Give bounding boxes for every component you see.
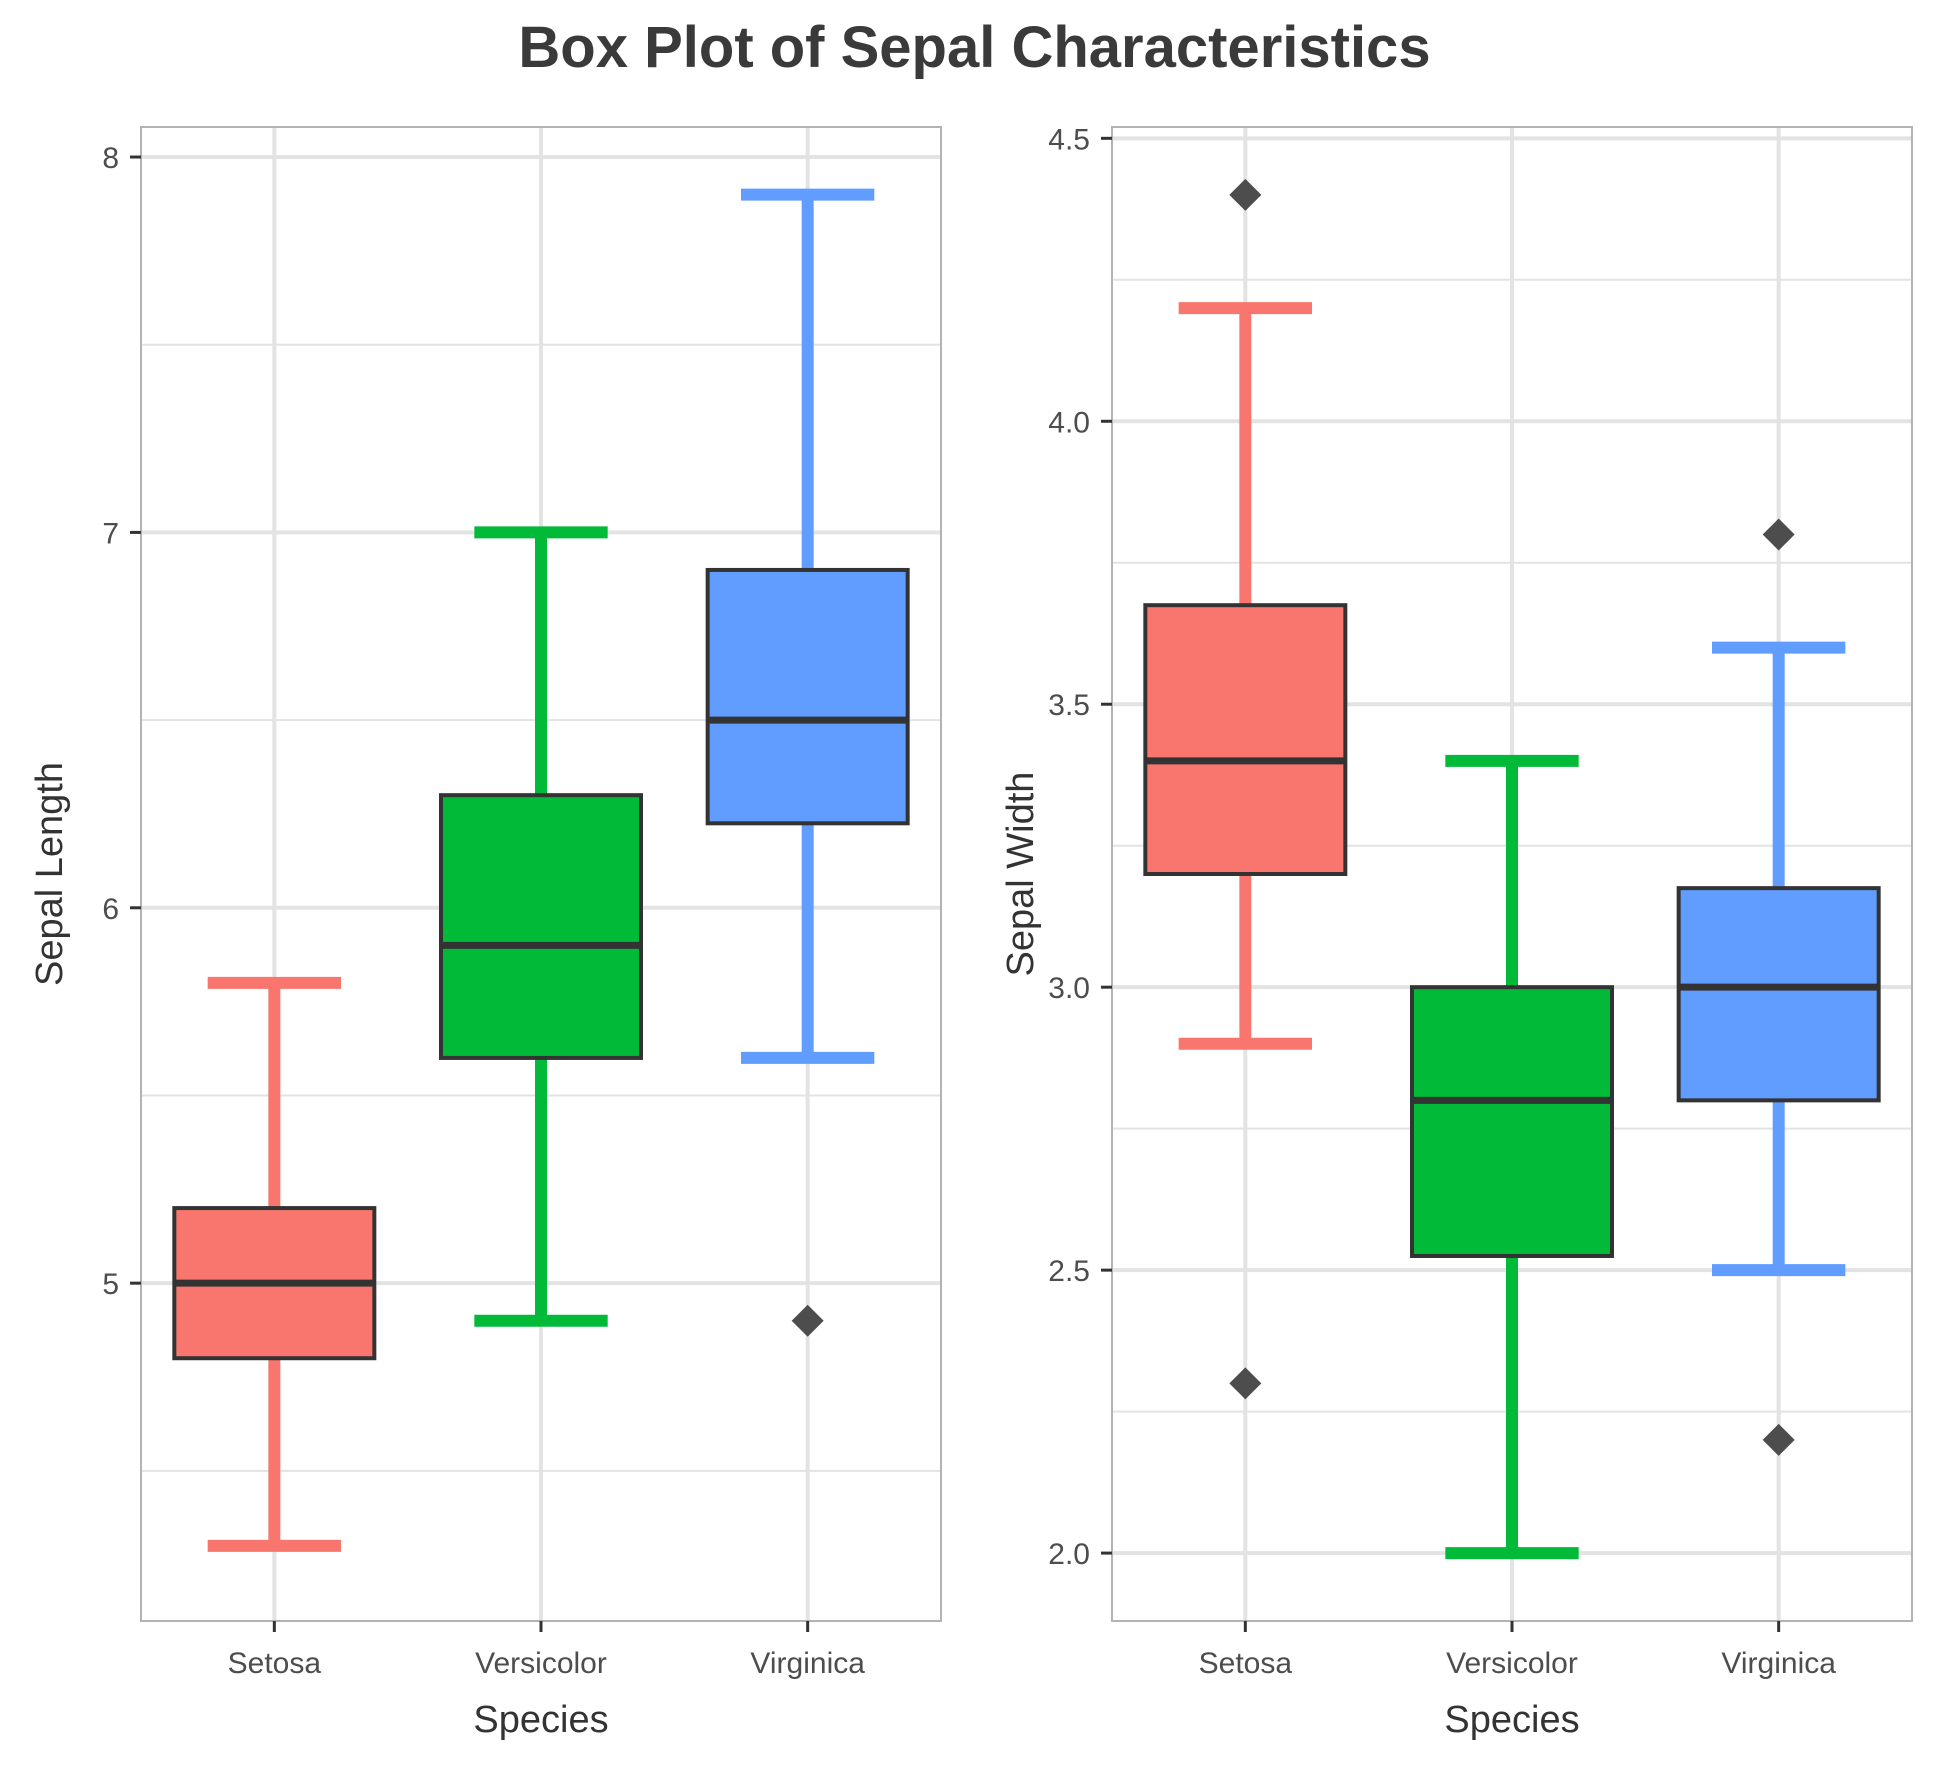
sepal-width-virginica-box [1676,886,1881,1103]
sepal-length-y-tick-label: 7 [102,517,119,550]
sepal-length-y-tick-label: 8 [102,142,119,175]
sepal-width-x-tick-label: Virginica [1721,1647,1836,1680]
sepal-width-y-axis-title: Sepal Width [1000,772,1042,977]
sepal-length-y-tick-label: 6 [102,893,119,926]
sepal-width-x-tick-label: Setosa [1199,1647,1293,1680]
sepal-length-x-tick-label: Setosa [228,1647,322,1680]
sepal-length-y-axis-title: Sepal Length [29,762,71,986]
sepal-width-x-tick-label: Versicolor [1446,1647,1578,1680]
sepal-width-y-tick-label: 2.5 [1048,1255,1090,1288]
sepal-width-setosa-box [1143,603,1348,876]
sepal-length-virginica-outlier [791,1304,824,1337]
sepal-width-virginica-outlier [1762,1423,1795,1456]
chart-title: Box Plot of Sepal Characteristics [518,15,1431,80]
sepal-length-x-tick-label: Versicolor [475,1647,607,1680]
sepal-width-y-tick-label: 4.0 [1048,406,1090,439]
sepal-length-virginica-box [705,567,910,826]
sepal-length-versicolor-box [439,793,643,1060]
sepal-width-y-tick-label: 3.5 [1048,689,1090,722]
sepal-length-x-tick-label: Virginica [750,1647,865,1680]
sepal-width-panel: 2.0 2.5 3.0 3.5 4.0 4.5 Setosa Versicolor Virgin… [1000,123,1913,1741]
sepal-length-panel: 5 6 7 8 Setosa Versicolor Virginica Species Sepa… [29,126,942,1741]
sepal-length-y-tick-label: 5 [102,1268,119,1301]
sepal-width-y-tick-label: 3.0 [1048,972,1090,1005]
sepal-width-versicolor-box [1410,985,1614,1258]
sepal-width-x-axis-title: Species [1444,1699,1579,1741]
sepal-width-y-tick-label: 2.0 [1048,1538,1090,1571]
sepal-width-virginica-outlier [1762,518,1795,551]
sepal-width-y-tick-label: 4.5 [1048,123,1090,156]
sepal-width-setosa-outlier [1229,178,1262,211]
sepal-length-x-axis-title: Species [473,1699,608,1741]
sepal-width-setosa-outlier [1229,1367,1262,1400]
